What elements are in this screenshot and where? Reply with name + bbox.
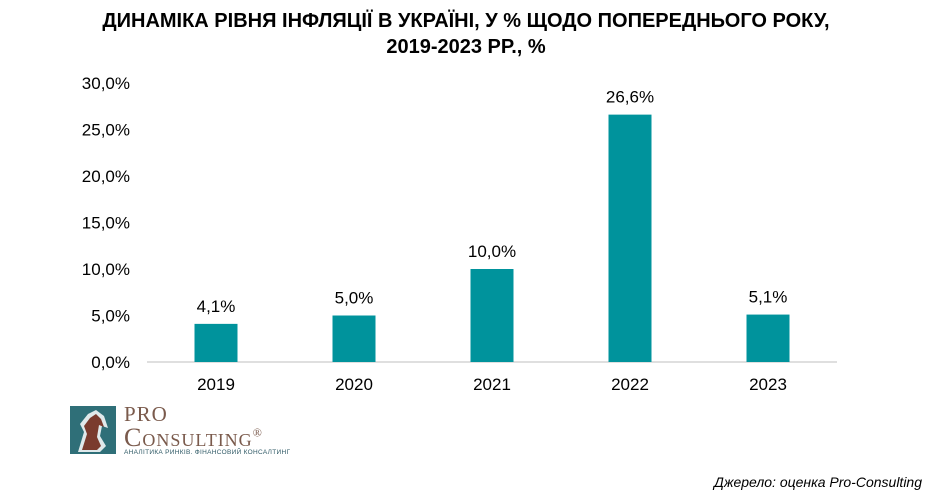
y-tick-label: 25,0% <box>82 121 130 140</box>
y-axis-ticks: 0,0% 5,0% 10,0% 15,0% 20,0% 25,0% 30,0% <box>82 74 130 372</box>
bar-2022 <box>608 114 652 363</box>
y-tick-label: 15,0% <box>82 214 130 233</box>
x-tick-label-2019: 2019 <box>197 375 235 394</box>
data-label-2023: 5,1% <box>749 288 788 307</box>
y-tick-label: 5,0% <box>91 307 130 326</box>
y-tick-label: 30,0% <box>82 74 130 93</box>
bar-2020 <box>332 315 376 362</box>
data-label-2019: 4,1% <box>197 297 236 316</box>
y-tick-label: 10,0% <box>82 260 130 279</box>
x-tick-label-2021: 2021 <box>473 375 511 394</box>
bars <box>194 114 790 363</box>
logo-registered-mark: ® <box>252 425 263 440</box>
logo-consulting-word: Consulting <box>124 423 253 452</box>
horse-head-icon <box>70 406 116 454</box>
data-label-2021: 10,0% <box>468 242 516 261</box>
title-line-1: ДИНАМІКА РІВНЯ ІНФЛЯЦІЇ В УКРАЇНІ, У % Щ… <box>102 10 830 32</box>
bar-2021 <box>470 269 514 362</box>
x-axis-ticks: 2019 2020 2021 2022 2023 <box>197 375 787 394</box>
pro-consulting-logo: PRO Consulting® АНАЛІТИКА РИНКІВ. ФІНАНС… <box>70 402 300 458</box>
data-label-2020: 5,0% <box>335 289 374 308</box>
y-tick-label: 20,0% <box>82 167 130 186</box>
y-tick-label: 0,0% <box>91 353 130 372</box>
x-tick-label-2022: 2022 <box>611 375 649 394</box>
source-note: Джерело: оценка Pro-Consulting <box>713 474 922 490</box>
bar-2023 <box>746 314 790 362</box>
logo-pro-text: PRO <box>124 402 168 426</box>
x-tick-label-2023: 2023 <box>749 375 787 394</box>
data-label-2022: 26,6% <box>606 88 654 107</box>
x-tick-label-2020: 2020 <box>335 375 373 394</box>
logo-consulting-text: Consulting® <box>124 423 263 453</box>
logo-tagline: АНАЛІТИКА РИНКІВ. ФІНАНСОВИЙ КОНСАЛТИНГ <box>124 449 291 456</box>
bar-2019 <box>194 323 238 362</box>
data-labels: 4,1% 5,0% 10,0% 26,6% 5,1% <box>197 88 788 316</box>
chart-title: ДИНАМІКА РІВНЯ ІНФЛЯЦІЇ В УКРАЇНІ, У % Щ… <box>0 8 932 60</box>
title-line-2: 2019-2023 РР., % <box>386 36 546 58</box>
